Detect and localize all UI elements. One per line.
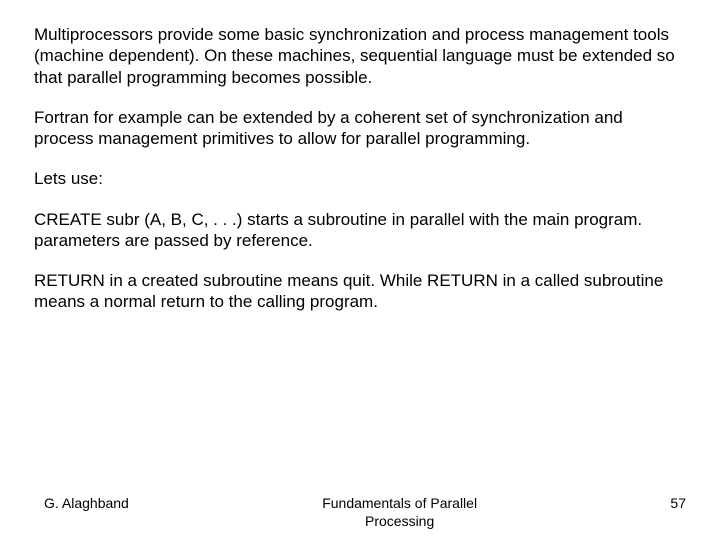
- footer-page-number: 57: [670, 495, 686, 511]
- footer-title-line2: Processing: [365, 513, 434, 529]
- paragraph-3: Lets use:: [34, 168, 686, 189]
- slide: Multiprocessors provide some basic synch…: [0, 0, 720, 540]
- paragraph-5: RETURN in a created subroutine means qui…: [34, 270, 686, 313]
- paragraph-1: Multiprocessors provide some basic synch…: [34, 24, 686, 88]
- paragraph-4: CREATE subr (A, B, C, . . .) starts a su…: [34, 209, 686, 252]
- footer-author: G. Alaghband: [44, 495, 129, 511]
- footer-title: Fundamentals of Parallel Processing: [322, 495, 477, 530]
- footer: G. Alaghband Fundamentals of Parallel Pr…: [0, 495, 720, 530]
- paragraph-2: Fortran for example can be extended by a…: [34, 107, 686, 150]
- footer-title-line1: Fundamentals of Parallel: [322, 495, 477, 511]
